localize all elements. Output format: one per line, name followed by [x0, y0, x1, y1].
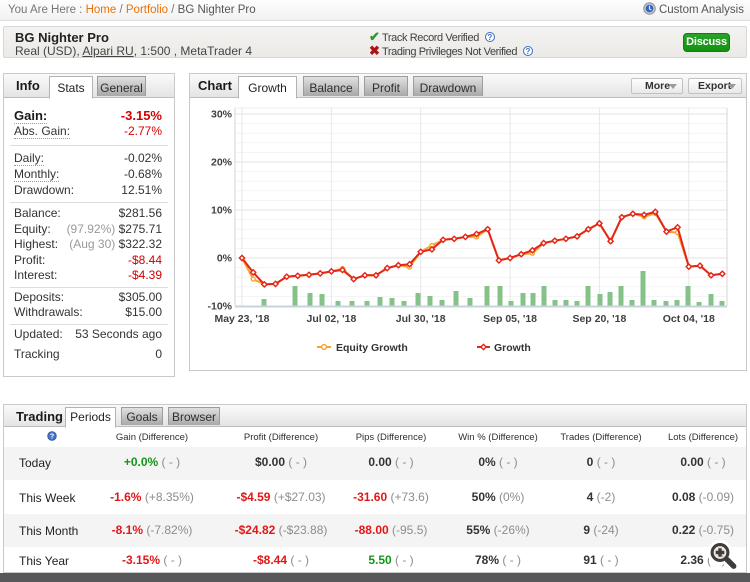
svg-text:Growth: Growth	[494, 342, 531, 354]
svg-text:Jul 02, '18: Jul 02, '18	[307, 313, 357, 325]
svg-text:Sep 05, '18: Sep 05, '18	[483, 313, 537, 325]
svg-text:Equity Growth: Equity Growth	[336, 342, 408, 354]
svg-text:Sep 20, '18: Sep 20, '18	[572, 313, 626, 325]
svg-text:-10%: -10%	[207, 301, 232, 313]
svg-text:30%: 30%	[211, 109, 233, 121]
svg-text:10%: 10%	[211, 205, 233, 217]
svg-text:0%: 0%	[217, 253, 233, 265]
svg-text:Oct 04, '18: Oct 04, '18	[663, 313, 715, 325]
svg-text:Jul 30, '18: Jul 30, '18	[396, 313, 446, 325]
svg-text:?: ?	[50, 434, 54, 441]
svg-text:20%: 20%	[211, 157, 233, 169]
svg-text:May 23, '18: May 23, '18	[214, 313, 269, 325]
